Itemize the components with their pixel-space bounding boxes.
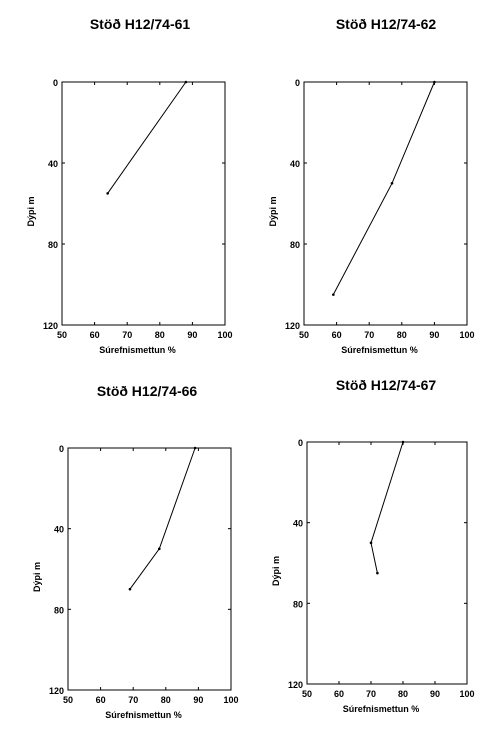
plot-frame xyxy=(303,81,468,326)
y-axis-label: Dýpi m xyxy=(271,556,281,586)
data-point xyxy=(401,440,405,444)
x-tick-label: 100 xyxy=(459,330,474,340)
x-tick-label: 60 xyxy=(90,330,100,340)
data-point xyxy=(106,192,109,195)
x-tick-label: 60 xyxy=(334,689,344,699)
y-tick-label: 80 xyxy=(293,599,303,609)
x-axis-label: Súrefnismettun % xyxy=(99,345,176,355)
x-tick-label: 80 xyxy=(398,689,408,699)
y-axis-label: Dýpi m xyxy=(26,196,36,226)
y-tick-label: 80 xyxy=(54,605,64,615)
x-tick-label: 70 xyxy=(122,330,132,340)
x-tick-label: 80 xyxy=(397,330,407,340)
y-tick-label: 0 xyxy=(59,444,64,454)
x-axis-label: Súrefnismettun % xyxy=(343,704,420,714)
y-tick-label: 120 xyxy=(49,686,64,696)
x-tick-label: 70 xyxy=(366,689,376,699)
x-axis-label: Súrefnismettun % xyxy=(341,345,418,355)
data-point xyxy=(128,587,132,591)
x-tick-label: 60 xyxy=(332,330,342,340)
x-tick-label: 90 xyxy=(193,695,203,705)
y-tick-label: 80 xyxy=(48,240,58,250)
x-tick-label: 70 xyxy=(364,330,374,340)
x-tick-label: 90 xyxy=(429,330,439,340)
y-tick-label: 80 xyxy=(290,240,300,250)
plot-frame xyxy=(61,81,226,326)
data-point xyxy=(376,571,379,575)
x-tick-label: 80 xyxy=(155,330,165,340)
y-tick-label: 120 xyxy=(43,321,58,331)
chart-panel-4: Stöð H12/74-67 50 60 70 80 90 100 0 40 80 120 Súref… xyxy=(271,377,475,714)
data-point xyxy=(157,547,161,551)
series-line xyxy=(129,447,196,590)
chart-title: Stöð H12/74-61 xyxy=(90,16,191,32)
x-tick-label: 60 xyxy=(96,695,106,705)
x-tick-label: 50 xyxy=(57,330,67,340)
x-tick-label: 50 xyxy=(63,695,73,705)
y-tick-label: 0 xyxy=(295,78,300,88)
plot-frame xyxy=(67,447,232,691)
y-tick-label: 0 xyxy=(298,438,303,448)
y-tick-label: 0 xyxy=(53,78,58,88)
data-point xyxy=(369,541,373,545)
x-tick-label: 50 xyxy=(302,689,312,699)
x-tick-label: 80 xyxy=(161,695,171,705)
y-tick-label: 40 xyxy=(54,525,64,535)
plot-frame xyxy=(306,441,468,685)
x-tick-label: 100 xyxy=(223,695,238,705)
y-tick-label: 40 xyxy=(48,159,58,169)
y-axis-label: Dýpi m xyxy=(268,196,278,226)
data-point xyxy=(433,80,436,84)
series-line xyxy=(107,81,187,194)
chart-title: Stöð H12/74-67 xyxy=(336,377,437,393)
x-tick-label: 100 xyxy=(459,689,474,699)
y-tick-label: 40 xyxy=(293,519,303,529)
chart-panel-1: Stöð H12/74-61 50 60 70 80 90 100 0 40 80 120 Súref… xyxy=(26,16,233,355)
chart-panel-3: Stöð H12/74-66 50 60 70 80 90 100 0 40 80 120 Súref… xyxy=(32,383,239,720)
data-point xyxy=(332,293,335,296)
data-point xyxy=(193,446,197,450)
y-axis-label: Dýpi m xyxy=(32,562,42,592)
chart-title: Stöð H12/74-66 xyxy=(97,383,198,399)
x-axis-label: Súrefnismettun % xyxy=(105,710,182,720)
x-tick-label: 90 xyxy=(187,330,197,340)
data-point xyxy=(390,181,394,185)
x-tick-label: 90 xyxy=(430,689,440,699)
x-tick-label: 100 xyxy=(217,330,232,340)
series-line xyxy=(370,441,404,574)
series-line xyxy=(332,81,435,295)
chart-title: Stöð H12/74-62 xyxy=(336,16,437,32)
y-tick-label: 120 xyxy=(285,321,300,331)
y-tick-label: 120 xyxy=(288,680,303,690)
x-tick-label: 70 xyxy=(128,695,138,705)
y-tick-label: 40 xyxy=(290,159,300,169)
data-point xyxy=(184,80,188,84)
chart-panel-2: Stöð H12/74-62 50 60 70 80 90 100 0 40 80 120 Súref… xyxy=(268,16,475,355)
x-tick-label: 50 xyxy=(299,330,309,340)
